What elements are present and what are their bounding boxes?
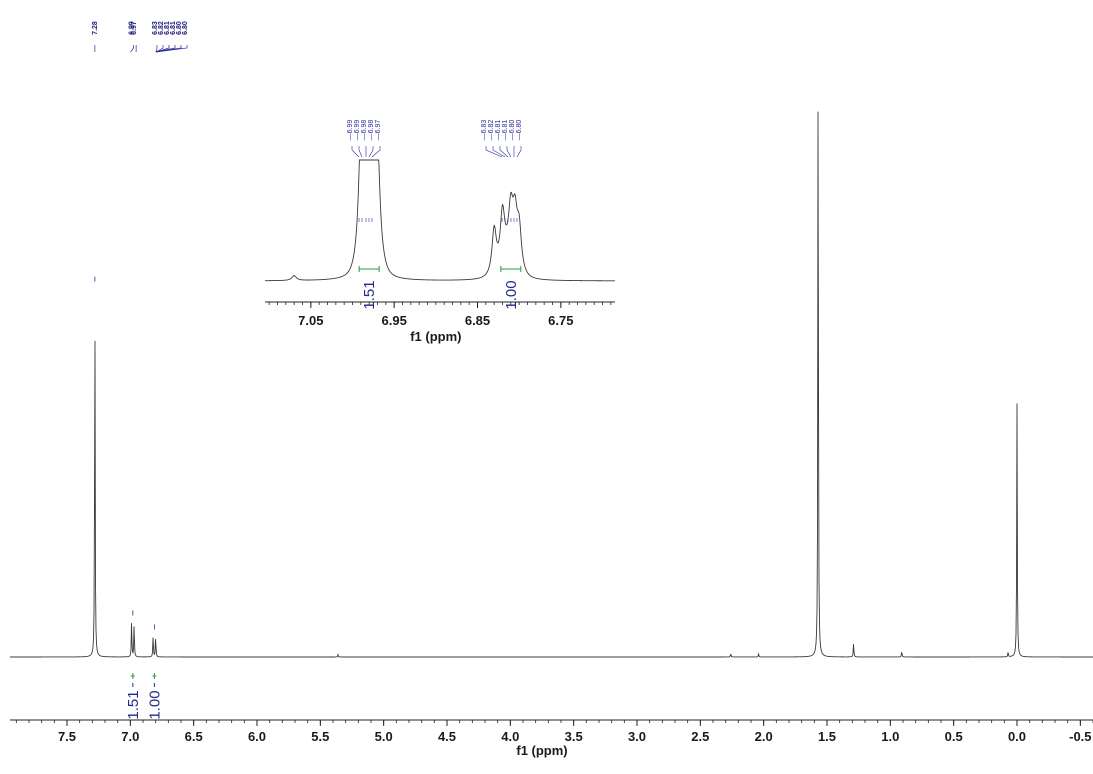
main-peak-label: 6.82	[158, 21, 165, 35]
main-spectrum-trace	[10, 111, 1093, 658]
inset-peak-label: —6.98	[361, 120, 368, 141]
inset-peak-label: —6.83	[481, 120, 488, 141]
main-x-tick-label: 4.0	[501, 729, 519, 744]
inset-peak-label: —6.81	[502, 120, 509, 141]
inset-expansion-panel: —6.99 —6.99 —6.98 —6.98 —6.97 —6.83 —6.82 —6.81…	[265, 120, 615, 344]
inset-peak-connector	[351, 146, 360, 158]
main-x-tick-label: 1.0	[881, 729, 899, 744]
main-peak-connector	[155, 45, 188, 53]
inset-peak-connector	[371, 146, 381, 158]
inset-x-axis-label: f1 (ppm)	[410, 329, 461, 344]
inset-peak-label: —6.80	[516, 120, 523, 141]
main-spectrum-panel: 7.28 6.996.97 6.83 6.82 6.81 6.81 6.80 6.801.51…	[10, 21, 1093, 758]
inset-peak-label: —6.99	[347, 120, 354, 141]
inset-peak-label: —6.99	[354, 120, 361, 141]
main-x-tick-label: 5.0	[375, 729, 393, 744]
inset-peak-connector	[368, 146, 374, 158]
inset-peak-label: —6.81	[495, 120, 502, 141]
main-x-tick-label: 6.5	[185, 729, 203, 744]
main-peak-label: 6.83	[152, 21, 159, 35]
main-x-axis-label: f1 (ppm)	[516, 743, 567, 758]
main-peak-connector	[155, 45, 164, 53]
inset-x-tick-label: 6.85	[465, 313, 490, 328]
main-peak-label: 6.81	[170, 21, 177, 35]
inset-peak-connector	[516, 146, 522, 158]
main-x-tick-label: 6.0	[248, 729, 266, 744]
inset-peak-connector	[506, 146, 512, 158]
main-peak-label: 6.80	[176, 21, 183, 35]
main-x-tick-label: 0.5	[945, 729, 963, 744]
main-x-tick-label: 1.5	[818, 729, 836, 744]
main-x-tick-label: 2.0	[755, 729, 773, 744]
main-peak-label: 7.28	[92, 21, 99, 35]
main-peak-label: 6.99	[129, 21, 136, 35]
main-x-tick-label: 7.5	[58, 729, 76, 744]
main-peak-label: 6.81	[164, 21, 171, 35]
main-x-tick-label: -0.5	[1069, 729, 1091, 744]
inset-x-tick-label: 6.95	[382, 313, 407, 328]
inset-x-tick-label: 6.75	[548, 313, 573, 328]
inset-spectrum-trace	[265, 159, 615, 282]
main-x-tick-label: 4.5	[438, 729, 456, 744]
main-peak-connector	[155, 45, 158, 53]
main-x-tick-label: 2.5	[691, 729, 709, 744]
main-x-tick-label: 0.0	[1008, 729, 1026, 744]
inset-peak-connector	[358, 146, 363, 158]
main-integral-label: 1.00	[146, 690, 163, 719]
main-x-tick-label: 3.5	[565, 729, 583, 744]
main-peak-connector	[155, 45, 170, 53]
inset-integral-label: 1.00	[503, 280, 520, 309]
inset-peak-connector	[485, 146, 503, 158]
inset-peak-label: —6.98	[368, 120, 375, 141]
inset-peak-connector	[499, 146, 509, 158]
main-peak-label: 6.80	[182, 21, 189, 35]
inset-integral-label: 1.51	[361, 280, 378, 309]
main-peak-label: 6.97	[131, 21, 138, 35]
main-x-tick-label: 5.5	[311, 729, 329, 744]
inset-x-tick-label: 7.05	[298, 313, 323, 328]
inset-peak-label: —6.80	[509, 120, 516, 141]
inset-peak-connector	[492, 146, 506, 158]
main-peak-connector	[130, 45, 134, 53]
main-x-tick-label: 7.0	[121, 729, 139, 744]
main-integral-label: 1.51	[125, 690, 142, 719]
inset-peak-label: —6.97	[375, 120, 382, 141]
main-x-tick-label: 3.0	[628, 729, 646, 744]
inset-peak-label: —6.82	[488, 120, 495, 141]
